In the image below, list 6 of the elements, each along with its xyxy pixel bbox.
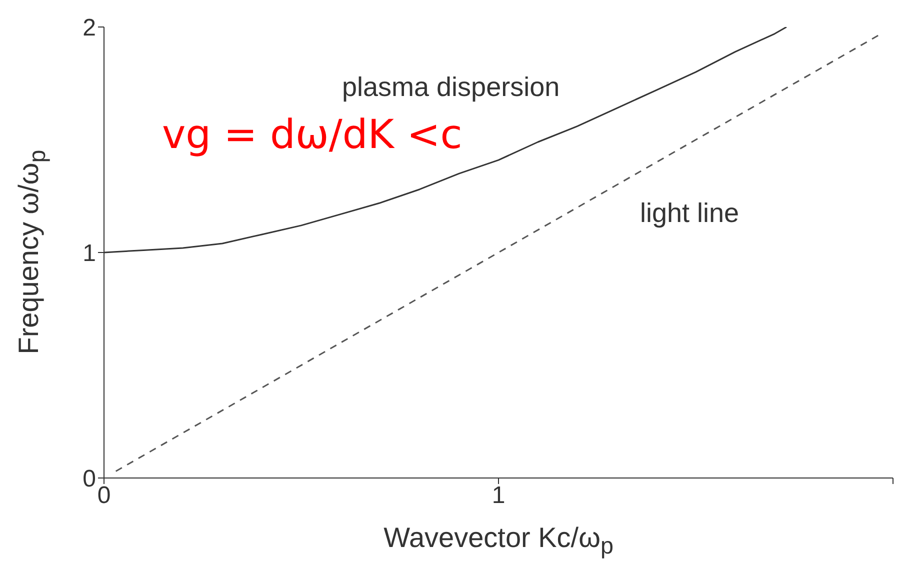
y-tick-label: 2 — [82, 14, 96, 42]
y-tick-label: 1 — [82, 240, 96, 268]
annotation: plasma dispersion — [342, 72, 560, 103]
annotation: vg = dω/dK <c — [162, 112, 462, 158]
annotation: light line — [640, 198, 740, 229]
x-axis-title: Wavevector Kc/ω$_{p}$ — [382, 522, 614, 560]
